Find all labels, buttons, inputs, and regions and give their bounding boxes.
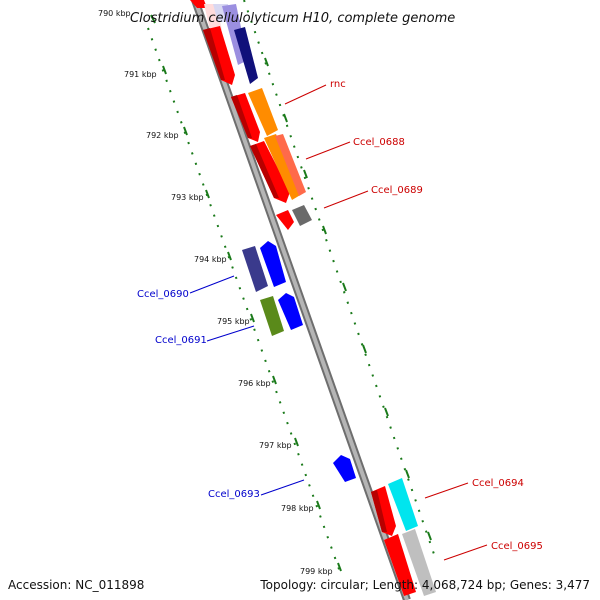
map-title: Clostridium cellulolyticum H10, complete… [130, 11, 455, 26]
gene-ccel-0694 [388, 478, 418, 531]
gene-ccel-0695 [402, 529, 436, 596]
leader-ccel-0694 [424, 482, 469, 499]
label-ccel-0693: Ccel_0693 [208, 489, 260, 500]
gene-ccel-0688 [264, 134, 302, 200]
accession-text: Accession: NC_011898 [8, 578, 145, 592]
gene-ccel-0693 [333, 455, 356, 482]
gene-arrow-e-shade [371, 490, 387, 532]
tick-label: 799 kbp [300, 567, 333, 576]
tick-label: 793 kbp [171, 193, 204, 202]
label-ccel-0691: Ccel_0691 [155, 335, 207, 346]
major-ticks-outer [264, 57, 432, 541]
gene-ccel-0691 [260, 296, 284, 336]
label-ccel-0694: Ccel_0694 [472, 478, 524, 489]
tick-label: 791 kbp [124, 70, 157, 79]
tick-label: 796 kbp [238, 379, 271, 388]
genome-backbone-highlight [193, 0, 409, 600]
leader-ccel-0688 [305, 141, 351, 160]
gene-arrow-d [276, 210, 294, 230]
label-ccel-0689: Ccel_0689 [371, 185, 423, 196]
gene-arrow-b-shade [231, 95, 252, 138]
leader-ccel-0690 [189, 275, 235, 294]
leader-ccel-0689 [323, 190, 369, 209]
label-ccel-0690: Ccel_0690 [137, 289, 189, 300]
tick-labels: 790 kbp 791 kbp 792 kbp 793 kbp 794 kbp … [98, 9, 333, 576]
gene-ccel-0690-arrow [260, 241, 286, 287]
tick-label: 794 kbp [194, 255, 227, 264]
forward-genes [190, 0, 436, 596]
major-ticks-inner [150, 14, 342, 572]
label-ccel-0695: Ccel_0695 [491, 541, 543, 552]
gene-arrow-c-shade [250, 144, 279, 198]
gene-ccel-0689 [292, 205, 312, 226]
leader-ccel-0693 [260, 479, 305, 496]
tick-label: 790 kbp [98, 9, 131, 18]
leader-rnc [284, 84, 327, 105]
gene-ccel-0691-arrow [278, 293, 303, 330]
gene-block-top [190, 0, 207, 8]
gene-arrow-navy [234, 27, 258, 84]
leader-ccel-0695 [443, 544, 488, 561]
genome-summary-text: Topology: circular; Length: 4,068,724 bp… [260, 578, 590, 592]
gene-ccel-0690 [242, 246, 268, 292]
label-ccel-0688: Ccel_0688 [353, 137, 405, 148]
label-rnc: rnc [330, 79, 346, 90]
tick-label: 797 kbp [259, 441, 292, 450]
gene-ccel-0688-salmon [275, 134, 306, 196]
gene-arrow-f [384, 534, 416, 596]
gene-labels: rnc Ccel_0688 Ccel_0689 Ccel_0690 Ccel_0… [137, 79, 543, 561]
tick-label: 792 kbp [146, 131, 179, 140]
tick-label: 795 kbp [217, 317, 250, 326]
gene-rnc [248, 88, 278, 136]
gene-arrow-a-shade [203, 28, 225, 80]
tick-label: 798 kbp [281, 504, 314, 513]
leader-ccel-0691 [206, 325, 255, 342]
reverse-genes [242, 241, 356, 482]
